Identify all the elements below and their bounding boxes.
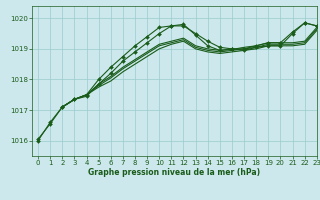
X-axis label: Graphe pression niveau de la mer (hPa): Graphe pression niveau de la mer (hPa) bbox=[88, 168, 260, 177]
